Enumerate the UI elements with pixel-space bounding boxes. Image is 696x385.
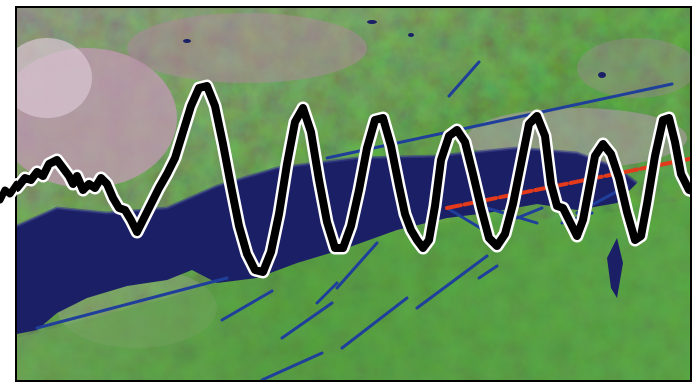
- map-frame: [15, 6, 692, 382]
- southern-hills: [17, 198, 690, 380]
- seismic-waveform: [17, 79, 690, 279]
- satellite-map: [17, 8, 690, 380]
- waveform-tail: [0, 178, 17, 206]
- small-ponds: [183, 20, 623, 298]
